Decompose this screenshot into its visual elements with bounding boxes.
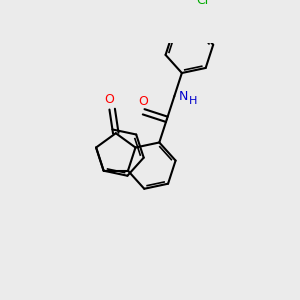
Text: Cl: Cl [196,0,208,7]
Text: O: O [139,95,148,108]
Text: N: N [178,90,188,103]
Text: O: O [105,93,115,106]
Text: H: H [189,96,197,106]
